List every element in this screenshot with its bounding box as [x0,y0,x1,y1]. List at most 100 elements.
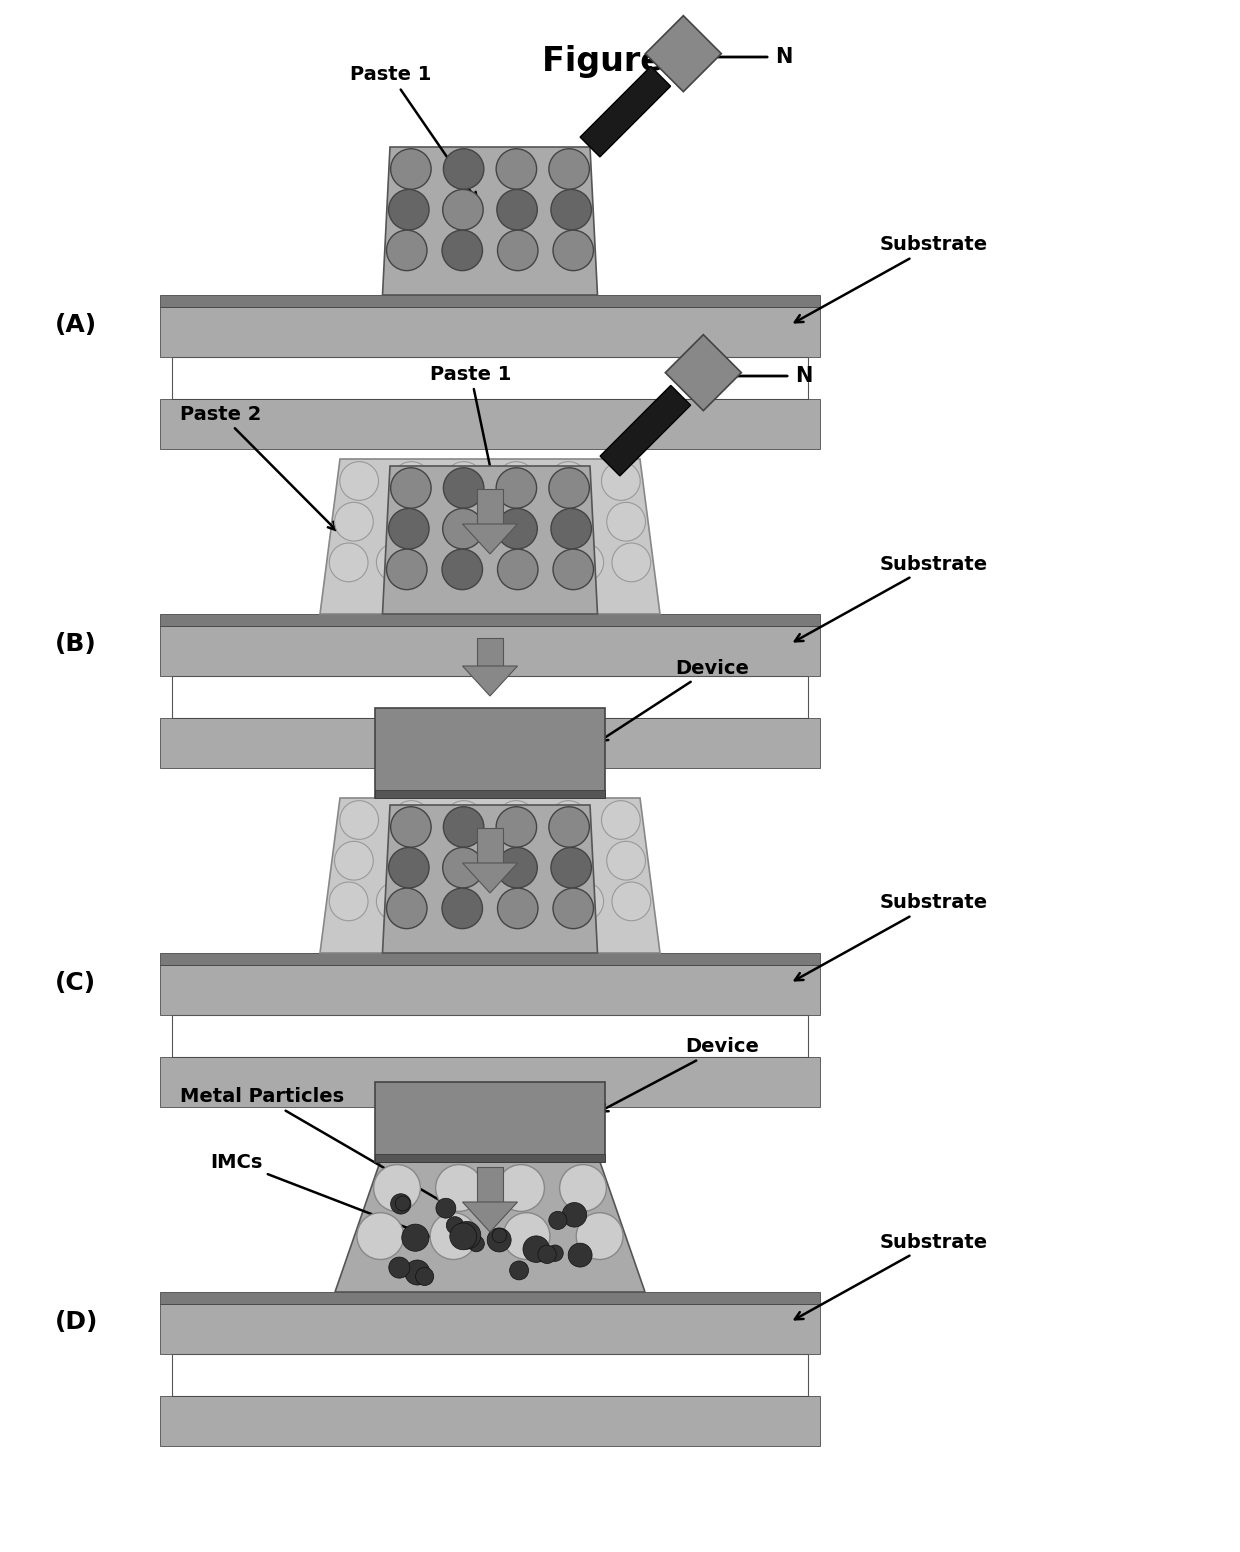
Circle shape [601,801,640,840]
Bar [160,1057,820,1107]
Text: Substrate: Substrate [795,894,988,981]
Circle shape [497,189,537,230]
Circle shape [497,509,537,549]
Circle shape [453,1221,481,1249]
Bar [374,708,605,798]
Circle shape [415,1268,434,1285]
Bar [160,615,820,625]
Circle shape [389,1257,410,1279]
Circle shape [335,503,373,542]
Bar [172,1353,808,1395]
Circle shape [547,1245,563,1262]
Text: Figure 6: Figure 6 [542,45,698,78]
Circle shape [387,549,427,590]
Text: (B): (B) [55,632,97,656]
Circle shape [523,1235,549,1262]
Circle shape [391,149,432,189]
Text: Paste 1: Paste 1 [430,365,511,509]
Polygon shape [382,147,598,295]
Circle shape [330,882,368,920]
Bar [160,719,820,768]
Text: Substrate: Substrate [795,1232,988,1319]
Bar [160,1304,820,1353]
Circle shape [497,503,537,542]
Bar [172,677,808,719]
Bar [374,1155,605,1162]
Circle shape [357,1212,404,1260]
Circle shape [396,1197,410,1211]
Bar [160,965,820,1015]
Circle shape [444,841,482,880]
Text: N: N [795,366,812,386]
Polygon shape [463,666,517,695]
Circle shape [471,543,510,582]
Text: Device: Device [600,658,749,740]
Circle shape [538,1245,557,1263]
Circle shape [373,1164,420,1212]
Polygon shape [335,1162,645,1291]
Circle shape [496,467,537,508]
Circle shape [549,807,589,847]
Circle shape [392,461,430,500]
Circle shape [330,543,368,582]
Circle shape [389,841,428,880]
Polygon shape [382,805,598,953]
Circle shape [492,1228,507,1243]
Text: Metal Particles: Metal Particles [180,1088,455,1209]
Circle shape [549,801,588,840]
Circle shape [388,509,429,549]
Bar [477,638,503,666]
Bar [160,625,820,677]
Text: N: N [775,47,792,67]
Circle shape [549,1211,567,1229]
Circle shape [444,149,484,189]
Circle shape [391,1193,410,1214]
Circle shape [497,801,536,840]
Circle shape [551,847,591,888]
Circle shape [435,1164,482,1212]
Circle shape [441,888,482,928]
Circle shape [335,841,373,880]
Circle shape [388,189,429,230]
Circle shape [497,461,536,500]
Text: IMCs: IMCs [210,1153,465,1251]
Circle shape [450,1223,476,1249]
Circle shape [444,461,484,500]
Circle shape [487,1228,511,1252]
Bar [160,1291,820,1304]
Text: (C): (C) [55,972,97,995]
Text: Paste 1: Paste 1 [350,65,477,200]
Bar [172,1015,808,1057]
Circle shape [430,1212,477,1260]
Circle shape [444,467,484,508]
Circle shape [443,509,484,549]
Circle shape [553,888,594,928]
Circle shape [436,1198,456,1218]
Bar [160,1395,820,1446]
Circle shape [496,149,537,189]
Circle shape [510,1260,528,1280]
Circle shape [553,230,594,270]
Circle shape [549,461,588,500]
Circle shape [559,1164,606,1212]
Circle shape [613,882,651,920]
Circle shape [387,230,427,270]
Text: Substrate: Substrate [795,554,988,641]
Circle shape [577,1212,622,1260]
Circle shape [444,503,482,542]
Circle shape [441,230,482,270]
Bar [374,1082,605,1162]
Circle shape [568,1243,591,1266]
Circle shape [606,503,646,542]
Circle shape [606,841,646,880]
Circle shape [424,882,463,920]
Circle shape [340,461,378,500]
Circle shape [552,841,591,880]
Text: Device: Device [600,1037,759,1111]
Circle shape [553,549,594,590]
Circle shape [441,549,482,590]
Polygon shape [600,385,691,476]
Circle shape [565,882,604,920]
Bar [172,357,808,399]
Bar [160,295,820,307]
